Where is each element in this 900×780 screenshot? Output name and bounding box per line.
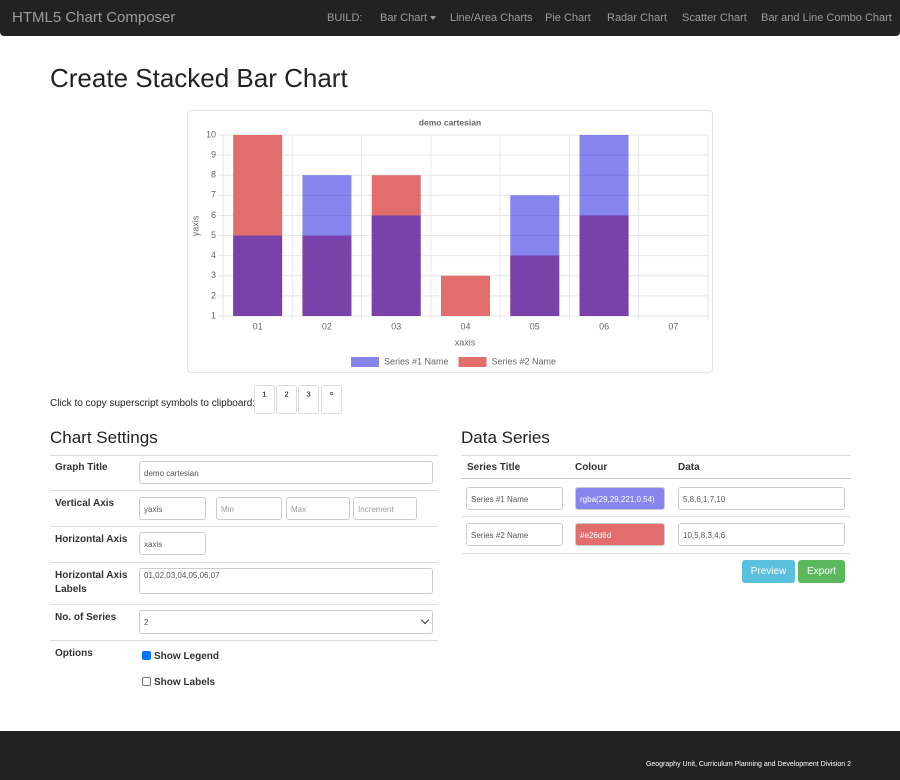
superscript-button[interactable]: ° xyxy=(321,385,342,414)
footer: Geography Unit, Curriculum Planning and … xyxy=(0,731,900,780)
bar xyxy=(302,175,352,316)
field-label: Horizontal Axis Labels xyxy=(55,570,128,595)
y-tick-label: 4 xyxy=(211,250,216,260)
field-label: No. of Series xyxy=(55,612,117,623)
y-tick-label: 2 xyxy=(211,290,216,300)
text-input[interactable]: xaxis xyxy=(139,532,206,555)
superscript-button[interactable]: ² xyxy=(276,385,297,414)
checkbox-box[interactable] xyxy=(142,677,151,686)
bar xyxy=(510,195,560,316)
legend-swatch xyxy=(351,357,379,367)
divider xyxy=(50,455,438,456)
y-tick-label: 10 xyxy=(206,129,216,139)
field-label: Horizontal Axis xyxy=(55,534,128,545)
y-tick-label: 6 xyxy=(211,210,216,220)
y-tick-label: 7 xyxy=(211,190,216,200)
field-label: Graph Title xyxy=(55,462,108,473)
bar xyxy=(233,235,283,316)
superscript-prompt: Click to copy superscript symbols to cli… xyxy=(50,398,256,409)
colour-input[interactable]: rgba(29,29,221,0.54) xyxy=(575,487,665,510)
nav-item[interactable]: Line/Area Charts xyxy=(450,12,533,24)
column-header: Colour xyxy=(575,462,608,473)
divider xyxy=(50,490,438,491)
nav-label: BUILD: xyxy=(327,12,363,24)
nav-item[interactable]: Pie Chart xyxy=(545,12,591,24)
export-button[interactable]: Export xyxy=(798,560,845,583)
divider xyxy=(50,526,438,527)
divider xyxy=(50,562,438,563)
page-heading: Create Stacked Bar Chart xyxy=(50,63,348,93)
divider xyxy=(50,640,438,641)
legend-swatch xyxy=(458,357,487,367)
divider xyxy=(461,553,851,554)
x-tick-label: 03 xyxy=(391,321,401,331)
x-tick-label: 07 xyxy=(668,321,678,331)
divider xyxy=(461,478,851,479)
superscript-button[interactable]: ¹ xyxy=(254,385,275,414)
text-input[interactable]: Increment xyxy=(353,497,417,520)
bar xyxy=(371,215,421,316)
checkbox-label: Show Legend xyxy=(154,651,219,662)
y-axis-label: yaxis xyxy=(190,215,200,236)
nav-item[interactable]: Radar Chart xyxy=(607,12,667,24)
y-tick-label: 1 xyxy=(211,310,216,320)
series-title-input[interactable]: Series #1 Name xyxy=(466,487,563,510)
brand[interactable]: HTML5 Chart Composer xyxy=(12,9,176,26)
divider xyxy=(461,455,851,456)
preview-button[interactable]: Preview xyxy=(742,560,795,583)
column-header: Data xyxy=(678,462,700,473)
x-tick-label: 06 xyxy=(599,321,609,331)
y-tick-label: 3 xyxy=(211,270,216,280)
x-tick-label: 04 xyxy=(460,321,470,331)
legend-label: Series #2 Name xyxy=(492,356,557,366)
text-input[interactable]: demo cartesian xyxy=(139,461,433,484)
divider xyxy=(461,516,851,517)
section-heading: Data Series xyxy=(461,428,550,447)
checkbox[interactable]: Show Legend xyxy=(142,651,219,662)
x-axis-label: xaxis xyxy=(455,337,476,347)
footer-text: Geography Unit, Curriculum Planning and … xyxy=(645,761,851,768)
nav-item[interactable]: Scatter Chart xyxy=(682,12,747,24)
chart-title: demo cartesian xyxy=(419,117,481,127)
bar xyxy=(441,275,490,316)
text-input[interactable]: Max xyxy=(286,497,350,520)
navbar: HTML5 Chart Composer BUILD: Bar Chart Li… xyxy=(0,0,900,36)
checkbox[interactable]: Show Labels xyxy=(142,677,215,688)
section-heading: Chart Settings xyxy=(50,428,158,447)
text-input[interactable]: yaxis xyxy=(139,497,206,520)
select[interactable]: 2 xyxy=(139,610,433,634)
checkbox-label: Show Labels xyxy=(154,677,216,688)
chart-container: demo cartesian yaxis xaxis 1 2 3 4 5 6 7 8 9 10 01… xyxy=(187,110,713,373)
nav-item[interactable]: Bar Chart xyxy=(380,12,436,24)
colour-input[interactable]: #e26d6d xyxy=(575,523,665,546)
series-title-input[interactable]: Series #2 Name xyxy=(466,523,563,546)
chart: demo cartesian yaxis xaxis 1 2 3 4 5 6 7 8 9 10 01… xyxy=(190,117,709,367)
field-label: Vertical Axis xyxy=(55,498,115,509)
legend-label: Series #1 Name xyxy=(384,356,449,366)
data-input[interactable]: 10,5,8,3,4,6 xyxy=(678,523,845,546)
column-header: Series Title xyxy=(467,462,521,473)
bar xyxy=(579,135,629,316)
y-tick-label: 5 xyxy=(211,230,216,240)
x-tick-label: 05 xyxy=(530,321,540,331)
checkbox-box[interactable] xyxy=(142,651,151,660)
divider xyxy=(50,604,438,605)
field-label: Options xyxy=(55,648,93,659)
y-tick-label: 9 xyxy=(211,149,216,159)
y-tick-label: 8 xyxy=(211,170,216,180)
superscript-button[interactable]: ³ xyxy=(298,385,319,414)
nav-item[interactable]: Bar and Line Combo Chart xyxy=(761,12,892,24)
textarea[interactable]: 01,02,03,04,05,06,07 xyxy=(139,568,433,594)
x-tick-label: 02 xyxy=(322,321,332,331)
data-input[interactable]: 5,8,6,1,7,10 xyxy=(678,487,845,510)
x-tick-label: 01 xyxy=(253,321,263,331)
text-input[interactable]: Min xyxy=(216,497,282,520)
